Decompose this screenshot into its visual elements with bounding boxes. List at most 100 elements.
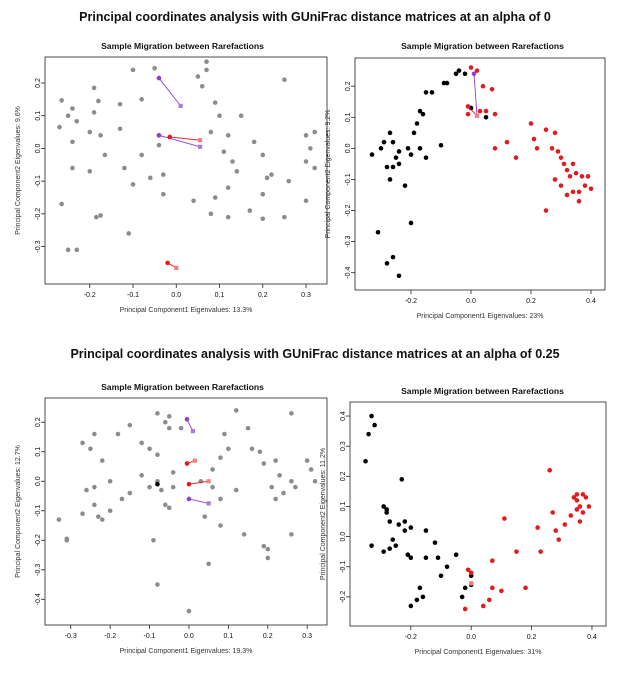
y-tick-label: -0.2 xyxy=(345,204,352,216)
data-point-black xyxy=(444,80,450,86)
data-point-gray xyxy=(163,419,168,425)
migration-start-point xyxy=(186,496,192,502)
data-point-gray xyxy=(84,487,89,493)
data-point-gray xyxy=(210,467,215,472)
y-tick-label: 0.0 xyxy=(35,476,42,486)
migration-start-point xyxy=(184,416,190,422)
migration-end-point xyxy=(206,501,211,506)
migration-end-point xyxy=(192,458,197,463)
data-point-black xyxy=(396,273,402,279)
data-point-black xyxy=(408,555,414,561)
y-tick-label: 0.1 xyxy=(35,447,42,457)
data-point-black xyxy=(390,537,396,542)
data-point-gray xyxy=(238,113,244,119)
data-point-gray xyxy=(98,133,103,138)
x-tick-label: 0.2 xyxy=(258,292,268,299)
data-point-gray xyxy=(96,514,101,519)
data-point-gray xyxy=(88,446,93,452)
panel-title-bottom-left: Sample Migration between Rarefactions xyxy=(101,382,264,392)
data-point-gray xyxy=(208,129,214,135)
x-tick-label: -0.1 xyxy=(144,633,156,640)
data-point-gray xyxy=(289,532,294,537)
data-point-gray xyxy=(273,496,278,502)
data-point-gray xyxy=(265,546,271,552)
data-point-gray xyxy=(159,487,164,493)
data-point-gray xyxy=(166,414,172,419)
y-tick-label: -0.2 xyxy=(340,591,347,603)
data-point-gray xyxy=(308,467,314,472)
data-point-red xyxy=(543,208,549,213)
data-point-gray xyxy=(70,106,75,111)
data-point-gray xyxy=(312,478,318,484)
migration-end-point xyxy=(190,428,195,434)
data-point-gray xyxy=(147,446,152,452)
data-point-black xyxy=(420,594,426,600)
data-point-black xyxy=(417,146,423,151)
data-point-red xyxy=(574,492,580,497)
x-tick-label: 0.2 xyxy=(526,298,536,305)
y-tick-label: -0.2 xyxy=(35,208,42,220)
data-point-gray xyxy=(139,152,144,158)
data-point-gray xyxy=(261,461,267,466)
x-axis-label: Principal Component1 Eigenvalues: 19.3% xyxy=(120,648,253,655)
migration-start-point xyxy=(156,133,162,138)
y-axis-label: Principal Component2 Eigenvalues: 9.2% xyxy=(325,110,332,239)
data-point-black xyxy=(423,555,429,561)
y-tick-label: 0.0 xyxy=(35,143,42,153)
data-point-black xyxy=(390,139,396,145)
x-tick-label: 0.1 xyxy=(215,292,225,299)
section-title-alpha-0: Principal coordinates analysis with GUni… xyxy=(79,10,551,24)
data-point-gray xyxy=(293,484,298,490)
data-point-red xyxy=(502,516,507,521)
data-point-gray xyxy=(117,101,123,107)
data-point-black xyxy=(462,71,468,77)
data-point-red xyxy=(576,198,582,204)
data-point-gray xyxy=(249,446,255,452)
data-point-red xyxy=(558,183,564,188)
data-point-gray xyxy=(139,473,144,478)
data-point-black xyxy=(375,229,381,235)
data-point-black xyxy=(402,183,408,188)
data-point-red xyxy=(550,510,556,515)
data-point-red xyxy=(558,155,564,160)
x-tick-label: -0.2 xyxy=(104,633,116,640)
data-point-red xyxy=(492,111,498,117)
data-point-gray xyxy=(148,175,153,181)
data-point-gray xyxy=(257,449,263,455)
data-point-gray xyxy=(286,178,292,184)
data-point-red xyxy=(499,588,504,594)
x-tick-label: -0.2 xyxy=(405,298,417,305)
data-point-gray xyxy=(127,422,133,428)
data-point-gray xyxy=(92,431,97,437)
data-point-red xyxy=(492,146,498,151)
data-point-gray xyxy=(92,484,97,490)
y-tick-label: -0.1 xyxy=(340,561,347,573)
data-point-gray xyxy=(70,165,75,171)
data-point-red xyxy=(574,507,580,512)
data-point-gray xyxy=(260,216,266,222)
data-point-red xyxy=(555,149,561,154)
data-point-black xyxy=(396,161,402,167)
data-point-red xyxy=(490,558,495,564)
data-point-black xyxy=(438,142,444,148)
data-point-gray xyxy=(57,124,62,130)
data-point-gray xyxy=(56,517,62,522)
data-point-black xyxy=(393,155,399,160)
data-point-gray xyxy=(126,231,131,236)
data-point-red xyxy=(580,510,586,515)
y-tick-label: -0.4 xyxy=(35,593,42,605)
data-point-gray xyxy=(260,191,266,197)
data-point-gray xyxy=(93,214,99,220)
y-tick-label: -0.1 xyxy=(35,175,42,187)
data-point-black xyxy=(402,528,408,533)
data-point-gray xyxy=(289,478,294,484)
y-axis-label: Principal Component2 Eigenvalues: 9.6% xyxy=(15,106,22,235)
data-point-black xyxy=(417,108,423,114)
data-point-gray xyxy=(247,208,253,213)
data-point-red xyxy=(477,108,483,114)
plot-frame xyxy=(44,56,328,285)
data-point-red xyxy=(534,146,540,151)
y-axis-label: Principal Component2 Eigenvalues: 12.7% xyxy=(15,445,22,578)
data-point-black xyxy=(411,130,417,136)
